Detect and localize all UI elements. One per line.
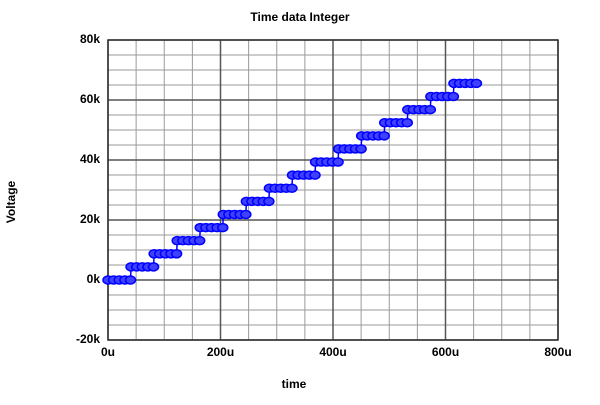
data-marker	[447, 91, 460, 102]
data-marker	[378, 131, 390, 141]
data-marker	[240, 209, 252, 220]
y-tick-label: 40k	[80, 152, 100, 166]
data-marker	[332, 157, 344, 167]
data-marker	[424, 104, 437, 115]
data-marker	[170, 249, 183, 259]
data-marker	[309, 170, 321, 180]
data-marker	[470, 78, 483, 89]
x-tick-label: 0u	[101, 345, 115, 359]
chart-title: Time data Integer	[250, 10, 349, 24]
y-tick-label: -20k	[76, 332, 100, 346]
data-marker	[193, 235, 206, 246]
x-tick-label: 600u	[432, 345, 459, 359]
x-axis-label: time	[282, 377, 307, 391]
data-marker	[217, 222, 229, 233]
data-marker	[263, 196, 275, 207]
y-axis-label: Voltage	[4, 180, 18, 223]
x-tick-label: 200u	[207, 345, 234, 359]
plot-border	[107, 39, 559, 341]
data-marker	[286, 183, 298, 194]
data-marker	[124, 275, 137, 285]
x-tick-label: 400u	[319, 345, 346, 359]
y-tick-label: 80k	[80, 32, 100, 46]
data-marker	[147, 262, 160, 272]
y-tick-label: 60k	[80, 92, 100, 106]
y-tick-label: 20k	[80, 212, 100, 226]
x-tick-label: 800u	[544, 345, 571, 359]
data-marker	[401, 117, 413, 128]
y-tick-label: 0k	[87, 272, 101, 286]
data-marker	[355, 144, 367, 154]
